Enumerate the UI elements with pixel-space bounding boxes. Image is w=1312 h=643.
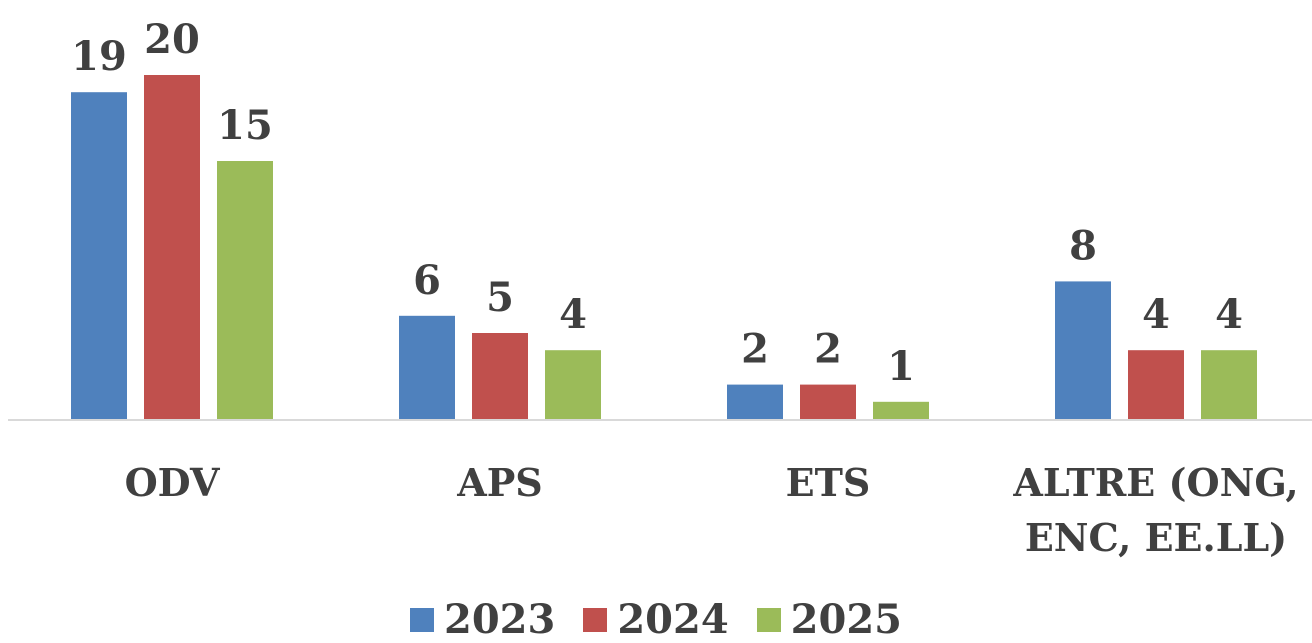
bar — [472, 333, 528, 419]
data-label: 6 — [413, 257, 441, 304]
x-tick-label: APS — [457, 460, 543, 505]
legend-item: 2024 — [583, 596, 729, 643]
data-label: 20 — [144, 16, 200, 63]
x-tick-label: ALTRE (ONG, ENC, EE.LL) — [1013, 460, 1299, 560]
data-label: 4 — [559, 291, 587, 338]
data-label: 4 — [1142, 291, 1170, 338]
x-tick-label: ODV — [124, 460, 220, 505]
bar — [545, 350, 601, 419]
legend-label: 2023 — [444, 596, 556, 643]
bar — [144, 75, 200, 419]
legend-label: 2025 — [790, 596, 902, 643]
legend: 2023 2024 2025 — [0, 596, 1312, 643]
legend-item: 2025 — [756, 596, 902, 643]
data-label: 2 — [814, 326, 842, 373]
data-label: 4 — [1215, 291, 1243, 338]
legend-swatch — [756, 607, 781, 632]
data-label: 19 — [71, 33, 127, 80]
bar — [71, 92, 127, 419]
legend-swatch — [583, 607, 608, 632]
legend-item: 2023 — [410, 596, 555, 643]
bar — [1128, 350, 1184, 419]
bar — [399, 315, 455, 419]
data-label: 2 — [741, 326, 769, 373]
data-label: 1 — [887, 343, 915, 390]
bar — [873, 401, 929, 419]
data-label: 15 — [217, 102, 273, 149]
bar — [1055, 281, 1111, 419]
x-tick-label: ETS — [785, 460, 871, 505]
bar — [727, 384, 783, 419]
legend-label: 2024 — [617, 596, 729, 643]
bar — [217, 161, 273, 419]
bar — [800, 384, 856, 419]
data-label: 5 — [486, 274, 514, 321]
data-label: 8 — [1069, 222, 1097, 269]
bar — [1201, 350, 1257, 419]
legend-swatch — [410, 607, 434, 632]
